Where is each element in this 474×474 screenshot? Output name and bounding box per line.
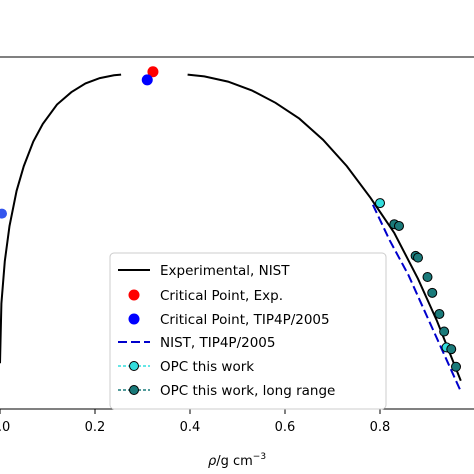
data-point-5-7 [439,326,450,337]
legend-label-critical-tip4p: Critical Point, TIP4P/2005 [160,312,330,328]
data-point-5-4 [422,272,433,282]
x-axis-title: ρ/g cm−3 [208,452,266,469]
data-point-5-8 [446,344,457,355]
legend-label-experimental: Experimental, NIST [160,263,290,279]
legend-swatch-critical-tip4p [128,313,140,325]
x-tick-label: 0.2 [85,420,106,435]
legend-swatch-opc-long [129,385,139,395]
x-axis-title-symbol: ρ [208,454,217,469]
x-tick-label: 0.4 [180,420,201,435]
legend-label-opc: OPC this work [160,359,254,375]
series-line-experimental-left [0,73,122,364]
legend-label-nist-tip4p: NIST, TIP4P/2005 [160,335,275,351]
critical-point-2 [141,74,153,86]
legend-swatch-critical-exp [128,289,140,301]
data-point-5-5 [427,287,438,298]
series-line-nist-tip4p [371,204,462,392]
data-point-4-0 [375,198,385,209]
data-point-5-6 [434,308,445,319]
x-axis: 0.0 0.2 0.4 0.6 0.8 [0,409,390,435]
edge-point-0 [0,208,7,219]
x-tick-label: 0.6 [275,420,296,435]
legend-box [109,252,387,410]
data-point-5-9 [451,361,461,372]
series-layer [0,66,462,392]
legend-label-critical-exp: Critical Point, Exp. [160,288,283,304]
x-tick-label: 0.0 [0,420,10,435]
x-tick-label: 0.8 [370,420,391,435]
x-axis-title-unit: /g cm [216,454,253,469]
series-line-experimental-right [187,73,462,382]
legend: Experimental, NIST Critical Point, Exp. … [109,252,387,410]
legend-label-opc-long: OPC this work, long range [160,383,335,399]
legend-swatch-opc [129,361,139,371]
critical-point-1 [147,66,159,78]
data-point-5-3 [413,252,423,263]
data-point-5-1 [394,220,404,231]
x-axis-title-exponent: −3 [253,452,266,462]
